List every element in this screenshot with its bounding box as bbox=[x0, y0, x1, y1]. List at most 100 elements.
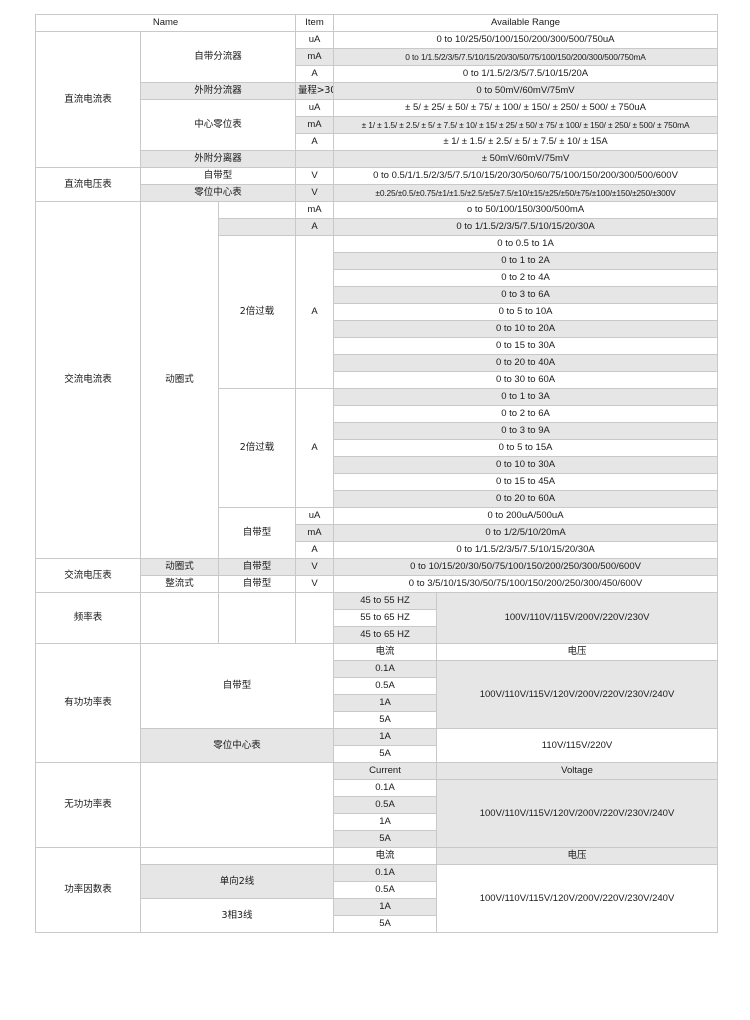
current-value: 0.5A bbox=[333, 677, 438, 695]
range-cell: ±0.25/±0.5/±0.75/±1/±1.5/±2.5/±5/±7.5/±1… bbox=[333, 184, 719, 202]
table-row: 无功功率表 Current Voltage bbox=[35, 762, 719, 848]
item-cell: A bbox=[295, 65, 335, 83]
section-name-dc-voltage: 直流电压表 bbox=[35, 167, 141, 202]
group-label: 2倍过载 bbox=[217, 388, 297, 508]
current-value: 1A bbox=[333, 898, 438, 916]
range-cell: 0 to 3 to 9A bbox=[333, 422, 719, 440]
item-cell: A bbox=[295, 388, 335, 508]
table-header-row: Name Item Available Range bbox=[34, 14, 719, 32]
subheader-voltage: Voltage bbox=[436, 762, 719, 780]
spacer-cell bbox=[140, 592, 219, 644]
item-cell: uA bbox=[295, 507, 335, 525]
voltage-value: 100V/110V/115V/120V/200V/220V/230V/240V bbox=[436, 779, 719, 848]
subsection-label: 动圈式 bbox=[140, 558, 219, 576]
table-row: 自带型 uA 0 to 200uA/500uA bbox=[36, 507, 719, 559]
table-row: 直流电压表 自带型 V 0 to 0.5/1/1.5/2/3/5/7.5/10/… bbox=[35, 167, 719, 202]
group-label: 自带型 bbox=[217, 507, 297, 559]
range-cell: 0 to 15 to 45A bbox=[333, 473, 719, 491]
current-value: 1A bbox=[333, 694, 438, 712]
table-row: 0 to 20 to 60A bbox=[36, 490, 719, 508]
current-value: 0.1A bbox=[333, 864, 438, 882]
voltage-value: 100V/110V/115V/120V/200V/220V/230V/240V bbox=[436, 864, 719, 933]
range-cell: 0 to 10/25/50/100/150/200/300/500/750uA bbox=[333, 31, 719, 49]
range-cell: 0 to 20 to 60A bbox=[333, 490, 719, 508]
group-label bbox=[217, 218, 297, 236]
group-label: 外附分离器 bbox=[139, 150, 297, 168]
voltage-value: 110V/115V/220V bbox=[436, 728, 719, 763]
item-cell: A bbox=[295, 133, 335, 151]
table-row: 交流电压表 动圈式 自带型 V 0 to 10/15/20/30/50/75/1… bbox=[35, 558, 719, 593]
subsection-label: 整流式 bbox=[140, 575, 219, 593]
table-row: 0 to 3 to 6A bbox=[36, 286, 719, 304]
spacer-cell bbox=[139, 762, 335, 848]
item-cell: mA bbox=[295, 116, 335, 134]
range-cell: 0 to 1/1.5/2/3/5/7.5/10/15/20/30A bbox=[333, 218, 719, 236]
header-available-range: Available Range bbox=[333, 14, 719, 32]
current-value: 0.5A bbox=[333, 796, 438, 814]
table-row: 0 to 30 to 60A bbox=[36, 371, 719, 389]
subheader-voltage: 电压 bbox=[436, 643, 719, 661]
table-row: 5A bbox=[36, 830, 718, 848]
current-value: 1A bbox=[333, 728, 438, 746]
table-row: 0.1A 100V/110V/115V/120V/200V/220V/230V/… bbox=[36, 779, 719, 848]
current-value: 1A bbox=[333, 813, 438, 831]
header-item: Item bbox=[295, 14, 335, 32]
section-name-reactive-power: 无功功率表 bbox=[35, 762, 141, 848]
item-cell: mA bbox=[295, 201, 335, 219]
group-label: 单向2线 bbox=[139, 864, 335, 899]
range-cell: 0 to 1/2/5/10/20mA bbox=[333, 524, 719, 542]
item-cell bbox=[295, 150, 335, 168]
table-row: 2倍过载 A 0 to 0.5 to 1A bbox=[36, 235, 719, 389]
table-row: 0 to 20 to 40A bbox=[36, 354, 719, 372]
table-row: mA 0 to 1/1.5/2/3/5/7.5/10/15/20/30/50/7… bbox=[36, 48, 719, 66]
range-cell: 0 to 1/1.5/2/3/5/7.5/10/15/20A bbox=[333, 65, 719, 83]
group-label: 自带型 bbox=[139, 643, 335, 729]
group-label: 外附分流器 bbox=[139, 82, 297, 100]
specification-table: Name Item Available Range 直流电流表 自带分流器 uA… bbox=[34, 14, 719, 933]
range-cell: 0 to 3/5/10/15/30/50/75/100/150/200/250/… bbox=[333, 575, 719, 593]
table-row: 外附分离器 ± 50mV/60mV/75mV bbox=[36, 150, 719, 168]
group-label: 自带型 bbox=[217, 575, 297, 593]
group-label: 零位中心表 bbox=[139, 184, 297, 202]
table-row: 0 to 10 to 30A bbox=[36, 456, 719, 474]
item-cell: V bbox=[295, 558, 335, 576]
range-cell: 0 to 0.5 to 1A bbox=[333, 235, 719, 253]
table-row: 5A bbox=[36, 915, 718, 933]
subheader-current: 电流 bbox=[333, 643, 438, 661]
section-name-active-power: 有功功率表 bbox=[35, 643, 141, 763]
subheader-voltage: 电压 bbox=[436, 847, 719, 865]
current-value: 0.1A bbox=[333, 660, 438, 678]
table-row: A 0 to 1/1.5/2/3/5/7.5/10/15/20A bbox=[36, 65, 719, 83]
table-row: 功率因数表 电流 电压 bbox=[35, 847, 719, 933]
table-row: 交流电流表 动圈式 mA o to 50/100/150/300/500mA bbox=[35, 201, 719, 559]
current-value: 5A bbox=[333, 711, 438, 729]
current-value: 0.5A bbox=[333, 881, 438, 899]
item-cell: V bbox=[295, 575, 335, 593]
table-row: 零位中心表 1A 110V/115V/220V bbox=[36, 728, 719, 763]
item-cell: V bbox=[295, 167, 335, 185]
section-name-power-factor: 功率因数表 bbox=[35, 847, 141, 933]
range-cell: 0 to 50mV/60mV/75mV bbox=[333, 82, 719, 100]
range-cell: 0 to 10/15/20/30/50/75/100/150/200/250/3… bbox=[333, 558, 719, 576]
range-cell: 0 to 200uA/500uA bbox=[333, 507, 719, 525]
voltage-value: 100V/110V/115V/120V/200V/220V/230V/240V bbox=[436, 660, 719, 729]
spacer-cell bbox=[217, 592, 297, 644]
table-row: mA 0 to 1/2/5/10/20mA bbox=[36, 524, 719, 542]
range-cell: 0 to 1/1.5/2/3/5/7.5/10/15/20/30A bbox=[333, 541, 719, 559]
group-label: 2倍过载 bbox=[217, 235, 297, 389]
section-name-ac-current: 交流电流表 bbox=[35, 201, 141, 559]
table-row: 2倍过载 A 0 to 1 to 3A bbox=[36, 388, 719, 508]
range-cell: 0 to 3 to 6A bbox=[333, 286, 719, 304]
item-cell: mA bbox=[295, 48, 335, 66]
item-cell: uA bbox=[295, 31, 335, 49]
range-cell: ± 5/ ± 25/ ± 50/ ± 75/ ± 100/ ± 150/ ± 2… bbox=[333, 99, 719, 117]
spacer-cell bbox=[139, 847, 335, 865]
range-cell: 0 to 30 to 60A bbox=[333, 371, 719, 389]
group-label: 自带分流器 bbox=[139, 31, 297, 83]
freq-voltage: 100V/110V/115V/200V/220V/230V bbox=[436, 592, 719, 644]
range-cell: 0 to 1 to 2A bbox=[333, 252, 719, 270]
item-cell: uA bbox=[295, 99, 335, 117]
header-name: Name bbox=[34, 14, 297, 32]
range-cell: 0 to 5 to 15A bbox=[333, 439, 719, 457]
section-name-frequency: 频率表 bbox=[35, 592, 141, 644]
